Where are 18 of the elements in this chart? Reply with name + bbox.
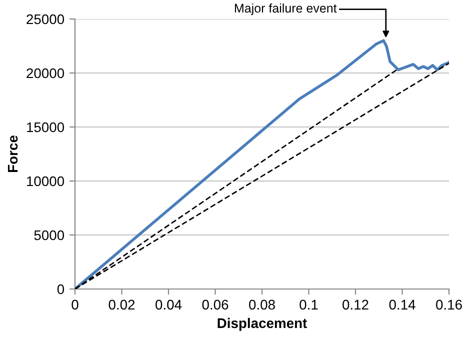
x-tick-label: 0.04 [156,300,182,310]
x-tick-label: 0.06 [202,300,228,310]
x-tick-label: 0.12 [342,300,368,310]
y-tick-label: 0 [57,284,64,294]
x-tick-label: 0.14 [389,300,416,310]
y-tick-label: 25000 [26,14,64,24]
annotation: Major failure event [234,3,337,16]
y-tick-label: 15000 [27,122,64,132]
x-tick-label: 0.02 [108,300,135,310]
y-tick-label: 10000 [27,176,64,186]
y-axis-title: Force [8,136,18,172]
x-tick-label: 0.08 [249,300,275,310]
x-tick-label: 0 [72,300,78,310]
y-tick-label: 20000 [26,68,64,78]
x-axis-title: Displacement [218,318,307,331]
y-tick-label: 5000 [34,230,64,240]
x-tick-label: 0.16 [436,300,462,310]
x-tick-label: 0.1 [300,300,318,310]
